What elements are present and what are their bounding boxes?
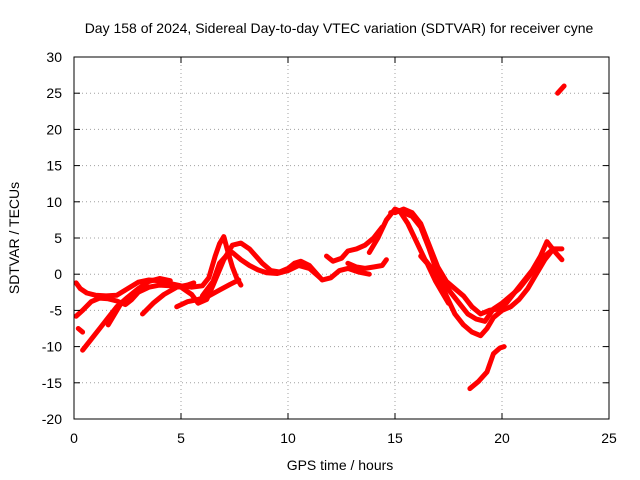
y-tick-label: 25 xyxy=(46,85,62,101)
grid-lines xyxy=(74,57,609,419)
trace-arc-6 xyxy=(140,280,197,317)
y-tick-label: -15 xyxy=(42,375,62,391)
trace-arc-14 xyxy=(418,253,451,306)
trace-arc-8 xyxy=(199,250,323,299)
x-tick-label: 5 xyxy=(177,430,185,446)
trace-arc-15 xyxy=(467,344,507,392)
y-tick-label: 30 xyxy=(46,49,62,65)
y-tick-label: -5 xyxy=(50,302,63,318)
x-axis-title: GPS time / hours xyxy=(287,457,394,473)
y-tick-labels: -20 -15 -10 -5 0 5 10 15 20 25 30 xyxy=(42,49,62,427)
axis-ticks xyxy=(73,56,610,420)
y-tick-label: 20 xyxy=(46,121,62,137)
x-tick-label: 15 xyxy=(387,430,403,446)
y-tick-label: -10 xyxy=(42,339,62,355)
x-tick-labels: 0 5 10 15 20 25 xyxy=(70,430,617,446)
chart-title: Day 158 of 2024, Sidereal Day-to-day VTE… xyxy=(85,20,594,36)
y-tick-label: 5 xyxy=(54,230,62,246)
y-tick-label: 15 xyxy=(46,158,62,174)
trace-arc-5 xyxy=(105,300,124,328)
trace-arc-10 xyxy=(345,257,389,271)
trace-arc-7 xyxy=(174,277,242,310)
trace-arc-12 xyxy=(392,206,565,317)
y-tick-label: 10 xyxy=(46,194,62,210)
data-traces xyxy=(73,83,567,392)
trace-arc-16 xyxy=(555,83,567,96)
x-tick-label: 25 xyxy=(601,430,617,446)
trace-arc-13 xyxy=(388,208,556,324)
y-tick-label: -20 xyxy=(42,411,62,427)
x-tick-label: 20 xyxy=(494,430,510,446)
y-tick-label: 0 xyxy=(54,266,62,282)
trace-arc-3 xyxy=(75,326,86,335)
x-tick-label: 0 xyxy=(70,430,78,446)
x-tick-label: 10 xyxy=(280,430,296,446)
trace-arc-9 xyxy=(324,224,385,264)
y-axis-title: SDTVAR / TECUs xyxy=(6,182,22,294)
